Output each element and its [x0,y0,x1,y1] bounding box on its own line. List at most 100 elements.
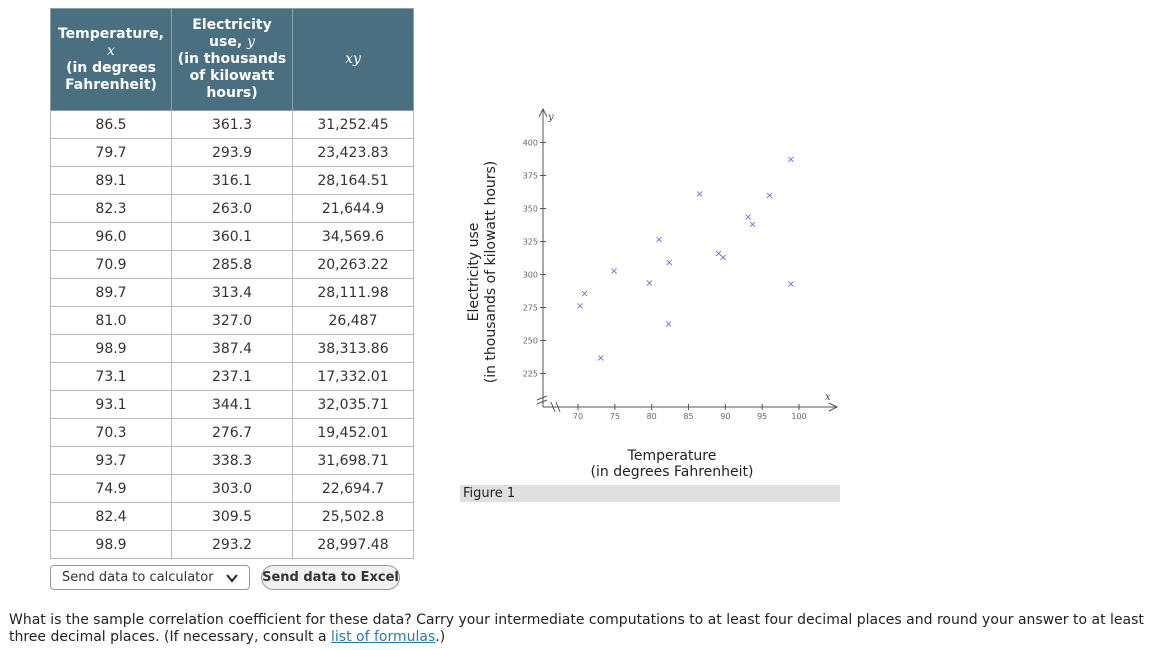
table-cell-xy: 19,452.01 [292,418,414,447]
table-row: 93.1 344.1 32,035.71 [50,390,414,419]
table-cell-y: 313.4 [171,278,293,307]
table-cell-y: 293.2 [171,530,293,559]
table-row: 70.9 285.8 20,263.22 [50,250,414,279]
send-to-excel-button[interactable]: Send data to Excel [261,565,400,590]
table-cell-xy: 23,423.83 [292,138,414,167]
x-tick-label: 90 [720,412,730,421]
table-cell-x: 79.7 [50,138,172,167]
data-point: × [695,189,703,200]
table-cell-x: 81.0 [50,306,172,335]
y-tick-label: 250 [523,337,538,346]
data-point: × [719,252,727,263]
table-cell-x: 82.4 [50,502,172,531]
table-cell-xy: 31,252.45 [292,110,414,139]
table-cell-xy: 38,313.86 [292,334,414,363]
table-cell-x: 70.9 [50,250,172,279]
data-point: × [576,301,584,312]
table-cell-y: 316.1 [171,166,293,195]
table-cell-y: 387.4 [171,334,293,363]
table-row: 79.7 293.9 23,423.83 [50,138,414,167]
y-tick-label: 375 [523,172,538,181]
table-cell-y: 338.3 [171,446,293,475]
calculator-select-label: Send data to calculator [62,570,214,585]
table-row: 82.4 309.5 25,502.8 [50,502,414,531]
table-cell-xy: 26,487 [292,306,414,335]
x-tick-label: 80 [647,412,657,421]
y-axis-title: Electricity use (in thousands of kilowatt… [466,160,499,384]
table-cell-x: 86.5 [50,110,172,139]
send-to-calculator-select[interactable]: Send data to calculator [50,565,250,590]
table-cell-x: 93.7 [50,446,172,475]
table-row: 81.0 327.0 26,487 [50,306,414,335]
header-electricity: Electricity use, y (in thousands of kilo… [171,8,293,111]
scatter-plot: x y 225 250 275 300 325 350 375 400 70 75 80 85 90 95 10… [523,107,839,421]
x-tick-label: 95 [757,412,767,421]
table-cell-xy: 28,111.98 [292,278,414,307]
x-tick-label: 70 [573,412,583,421]
table-row: 74.9 303.0 22,694.7 [50,474,414,503]
data-point: × [655,234,663,245]
table-cell-xy: 20,263.22 [292,250,414,279]
table-cell-y: 327.0 [171,306,293,335]
y-tick-label: 300 [523,271,538,280]
data-point: × [765,191,773,202]
table-row: 96.0 360.1 34,569.6 [50,222,414,251]
table-row: 89.7 313.4 28,111.98 [50,278,414,307]
table-cell-x: 73.1 [50,362,172,391]
table-cell-x: 89.7 [50,278,172,307]
table-cell-x: 93.1 [50,390,172,419]
y-axis-arrow [538,107,548,118]
table-cell-y: 361.3 [171,110,293,139]
x-axis-arrow [828,402,839,412]
data-point: × [645,278,653,289]
table-cell-x: 96.0 [50,222,172,251]
y-axis-variable: y [547,112,554,123]
table-cell-xy: 32,035.71 [292,390,414,419]
data-table: Temperature, x (in degrees Fahrenheit) E… [50,8,414,559]
table-cell-x: 74.9 [50,474,172,503]
table-cell-xy: 28,164.51 [292,166,414,195]
data-point: × [664,319,672,330]
data-point: × [580,289,588,300]
table-cell-x: 89.1 [50,166,172,195]
table-cell-xy: 21,644.9 [292,194,414,223]
table-cell-y: 303.0 [171,474,293,503]
y-tick-label: 325 [523,238,538,247]
data-point: × [787,279,795,290]
table-header-row: Temperature, x (in degrees Fahrenheit) E… [50,8,414,111]
list-of-formulas-link[interactable]: list of formulas [331,629,436,645]
table-row: 98.9 293.2 28,997.48 [50,530,414,559]
table-row: 98.9 387.4 38,313.86 [50,334,414,363]
table-row: 93.7 338.3 31,698.71 [50,446,414,475]
table-row: 70.3 276.7 19,452.01 [50,418,414,447]
table-cell-y: 344.1 [171,390,293,419]
table-cell-xy: 34,569.6 [292,222,414,251]
table-cell-y: 309.5 [171,502,293,531]
table-cell-y: 285.8 [171,250,293,279]
x-axis-variable: x [825,392,831,403]
data-point: × [610,266,618,277]
table-cell-xy: 25,502.8 [292,502,414,531]
data-point: × [597,353,605,364]
data-point: × [787,155,795,166]
y-tick-label: 225 [523,370,538,379]
data-point: × [665,257,673,268]
header-temperature: Temperature, x (in degrees Fahrenheit) [50,8,172,111]
x-tick-label: 75 [610,412,620,421]
table-cell-xy: 28,997.48 [292,530,414,559]
table-cell-xy: 22,694.7 [292,474,414,503]
table-cell-y: 276.7 [171,418,293,447]
y-tick-label: 275 [523,304,538,313]
table-cell-x: 98.9 [50,334,172,363]
data-point: × [748,219,756,230]
figure-caption: Figure 1 [460,485,840,502]
data-point: × [715,249,723,260]
table-row: 82.3 263.0 21,644.9 [50,194,414,223]
table-cell-y: 293.9 [171,138,293,167]
table-row: 73.1 237.1 17,332.01 [50,362,414,391]
table-cell-y: 360.1 [171,222,293,251]
table-cell-y: 237.1 [171,362,293,391]
table-row: 89.1 316.1 28,164.51 [50,166,414,195]
table-cell-x: 70.3 [50,418,172,447]
data-point: × [744,212,752,223]
